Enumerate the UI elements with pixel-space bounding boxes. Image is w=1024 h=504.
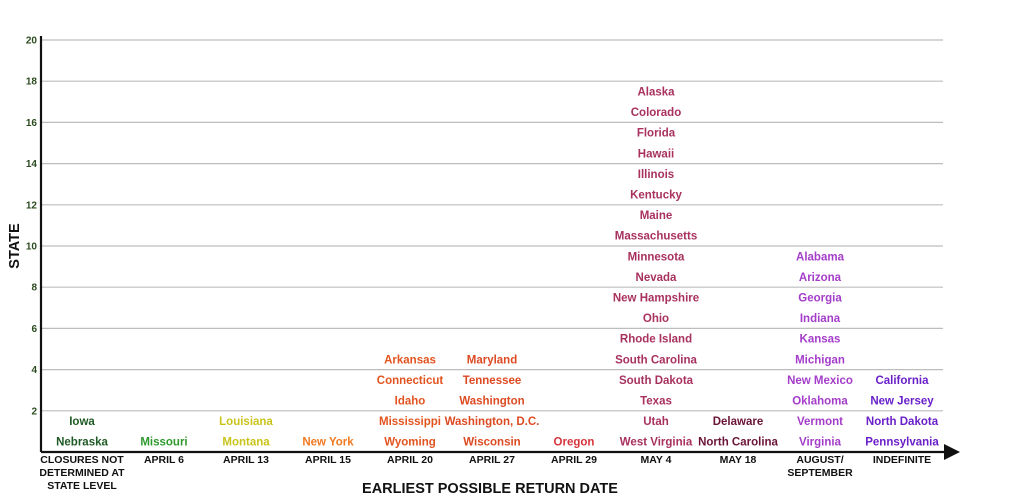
state-label: Louisiana bbox=[219, 416, 273, 428]
y-tick-labels: 2 4 6 8 10 12 14 16 18 20 bbox=[26, 36, 38, 418]
state-label: Tennessee bbox=[463, 375, 522, 387]
state-label: Oklahoma bbox=[792, 396, 848, 408]
state-label: Rhode Island bbox=[620, 334, 692, 346]
x-category-label: MAY 18 bbox=[720, 454, 757, 466]
state-label: California bbox=[875, 375, 929, 387]
x-category-label: SEPTEMBER bbox=[787, 467, 853, 479]
x-category-label: DETERMINED AT bbox=[39, 467, 125, 479]
state-label: Minnesota bbox=[628, 251, 685, 263]
state-label: Utah bbox=[643, 416, 669, 428]
state-label: North Carolina bbox=[698, 437, 778, 449]
x-category-label: APRIL 6 bbox=[144, 454, 184, 466]
state-label: Maryland bbox=[467, 354, 518, 366]
state-label: Alabama bbox=[796, 251, 845, 263]
x-category-label: MAY 4 bbox=[641, 454, 672, 466]
state-label: Alaska bbox=[637, 87, 675, 99]
state-label: Colorado bbox=[631, 107, 681, 119]
x-category-label: APRIL 15 bbox=[305, 454, 351, 466]
state-label: West Virginia bbox=[620, 437, 693, 449]
state-label: Nevada bbox=[636, 272, 678, 284]
x-category-label: INDEFINITE bbox=[873, 454, 931, 466]
state-label: Iowa bbox=[69, 416, 95, 428]
state-label: Hawaii bbox=[638, 148, 674, 160]
state-label: Nebraska bbox=[56, 437, 108, 449]
state-label: Ohio bbox=[643, 313, 669, 325]
y-tick-label: 20 bbox=[26, 36, 38, 47]
y-tick-label: 18 bbox=[26, 77, 38, 88]
state-label: New Mexico bbox=[787, 375, 853, 387]
state-label: Idaho bbox=[395, 396, 426, 408]
state-label: Illinois bbox=[638, 169, 674, 181]
x-category-label: AUGUST/ bbox=[796, 454, 843, 466]
state-label: New Hampshire bbox=[613, 293, 699, 305]
x-category-label: APRIL 27 bbox=[469, 454, 515, 466]
y-tick-label: 12 bbox=[26, 200, 38, 211]
x-category-label: APRIL 20 bbox=[387, 454, 433, 466]
state-label: Missouri bbox=[140, 437, 187, 449]
state-label: Georgia bbox=[798, 293, 842, 305]
state-label: Washington bbox=[459, 396, 524, 408]
y-tick-label: 14 bbox=[26, 159, 38, 170]
x-axis-title: EARLIEST POSSIBLE RETURN DATE bbox=[362, 481, 618, 497]
state-label: Pennsylvania bbox=[865, 437, 939, 449]
state-label: Kentucky bbox=[630, 190, 682, 202]
state-label: Kansas bbox=[800, 334, 841, 346]
state-label: Arkansas bbox=[384, 354, 436, 366]
state-label: Washington, D.C. bbox=[445, 416, 540, 428]
state-label: Florida bbox=[637, 128, 676, 140]
state-label: Wisconsin bbox=[463, 437, 520, 449]
gridlines bbox=[41, 39, 943, 412]
state-label: New Jersey bbox=[870, 396, 934, 408]
y-axis-title: STATE bbox=[7, 223, 23, 269]
x-category-label: STATE LEVEL bbox=[47, 480, 117, 492]
state-label: Connecticut bbox=[377, 375, 444, 387]
x-category-label: CLOSURES NOT bbox=[40, 454, 124, 466]
x-axis-arrow bbox=[944, 444, 960, 460]
state-label: Texas bbox=[640, 396, 672, 408]
state-labels: Nebraska Iowa Missouri Montana Louisiana New … bbox=[56, 87, 939, 449]
y-tick-label: 4 bbox=[31, 365, 37, 376]
state-label: Mississippi bbox=[379, 416, 441, 428]
y-tick-label: 8 bbox=[31, 283, 37, 294]
state-label: Indiana bbox=[800, 313, 841, 325]
state-label: Virginia bbox=[799, 437, 842, 449]
state-label: Michigan bbox=[795, 354, 845, 366]
state-label: South Dakota bbox=[619, 375, 694, 387]
state-label: Massachusetts bbox=[615, 231, 697, 243]
x-category-label: APRIL 29 bbox=[551, 454, 597, 466]
state-label: North Dakota bbox=[866, 416, 939, 428]
y-tick-label: 2 bbox=[31, 406, 37, 417]
state-label: South Carolina bbox=[615, 354, 697, 366]
y-tick-label: 10 bbox=[26, 242, 38, 253]
y-tick-label: 16 bbox=[26, 118, 38, 129]
state-label: Arizona bbox=[799, 272, 842, 284]
state-label: Wyoming bbox=[384, 437, 436, 449]
state-label: Delaware bbox=[713, 416, 764, 428]
state-label: Montana bbox=[222, 437, 270, 449]
state-label: Vermont bbox=[797, 416, 843, 428]
state-label: New York bbox=[302, 437, 354, 449]
x-category-label: APRIL 13 bbox=[223, 454, 269, 466]
y-tick-label: 6 bbox=[31, 324, 37, 335]
state-label: Maine bbox=[640, 210, 673, 222]
state-label: Oregon bbox=[554, 437, 595, 449]
axes bbox=[39, 36, 960, 460]
